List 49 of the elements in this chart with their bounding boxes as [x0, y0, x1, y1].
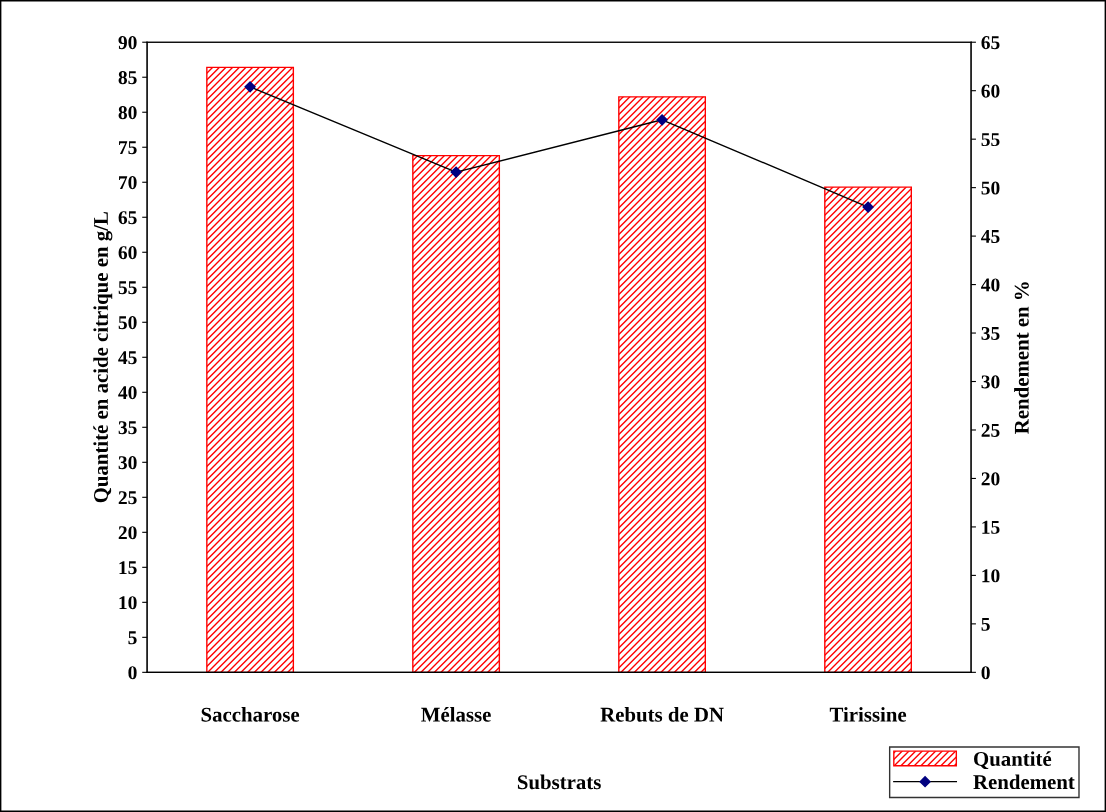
y2-tick-label: 50 — [981, 181, 1000, 195]
x-axis-title: Substrats — [517, 774, 601, 790]
y2-tick-label: 0 — [981, 666, 990, 680]
legend-label: Quantité — [974, 751, 1052, 770]
y-tick-label: 65 — [118, 211, 137, 225]
point — [656, 114, 668, 126]
y-tick-label: 5 — [128, 631, 137, 645]
x-tick-label: Mélasse — [421, 707, 491, 722]
y-tick-label: 55 — [118, 281, 137, 295]
x-tick-label: Tirissine — [829, 707, 907, 722]
y-tick-label: 30 — [118, 456, 137, 470]
y2-tick-label: 40 — [981, 278, 1000, 292]
y-tick-label: 40 — [118, 386, 137, 400]
point — [244, 81, 256, 93]
y2-tick-label: 5 — [981, 617, 990, 631]
y-tick-label: 75 — [119, 141, 137, 155]
y2-tick-label: 55 — [981, 133, 1000, 147]
y-tick-label: 20 — [118, 526, 137, 540]
y2-tick-label: 15 — [982, 520, 1000, 534]
y2-tick-label: 65 — [981, 36, 1000, 50]
y2-tick-label: 20 — [981, 472, 1000, 486]
x-tick-label: Saccharose — [201, 707, 300, 722]
y-tick-label: 90 — [118, 36, 137, 50]
y2-tick-label: 35 — [981, 326, 1000, 340]
y2-tick-label: 10 — [982, 569, 1000, 583]
y-tick-label: 45 — [118, 351, 137, 365]
y2-tick-label: 45 — [981, 230, 1000, 244]
point — [450, 166, 462, 178]
y2-tick-label: 25 — [981, 423, 1000, 437]
y-tick-label: 50 — [118, 316, 137, 330]
y-tick-label: 10 — [119, 596, 137, 610]
y-tick-label: 0 — [128, 666, 137, 680]
legend-label: Rendement — [973, 774, 1075, 790]
x-tick-label: Rebuts de DN — [600, 707, 724, 722]
y-tick-label: 80 — [118, 106, 137, 120]
y-axis-title: Quantité en acide citrique en g/L — [93, 212, 113, 503]
y2-axis-title: Rendement en % — [1014, 282, 1029, 434]
bar — [206, 66, 295, 673]
bar — [824, 186, 913, 673]
y2-tick-label: 60 — [981, 84, 1000, 98]
y-tick-label: 35 — [118, 421, 137, 435]
y-tick-label: 25 — [118, 491, 137, 505]
y-tick-label: 70 — [119, 176, 137, 190]
y-tick-label: 15 — [119, 561, 137, 575]
y-tick-label: 85 — [118, 71, 137, 85]
bar — [412, 154, 501, 673]
bar — [618, 96, 707, 673]
y2-tick-label: 30 — [981, 375, 1000, 389]
y-tick-label: 60 — [118, 246, 137, 260]
